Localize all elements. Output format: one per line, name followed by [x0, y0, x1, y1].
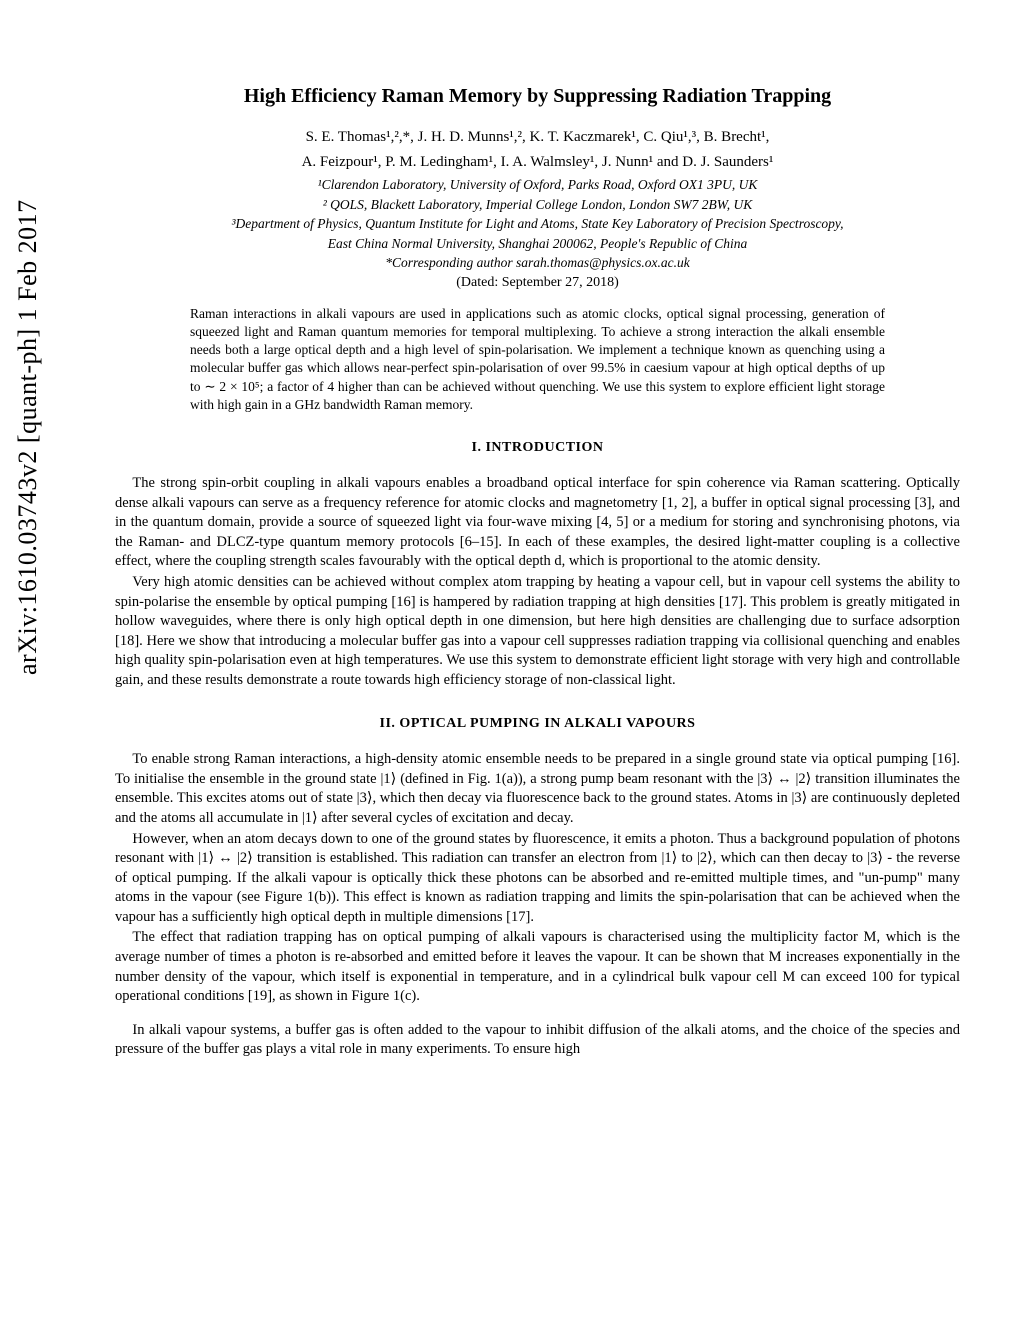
affiliation-3a: ³Department of Physics, Quantum Institut…	[115, 214, 960, 234]
paper-date: (Dated: September 27, 2018)	[115, 275, 960, 291]
section2-paragraph-2: However, when an atom decays down to one…	[115, 830, 960, 928]
authors-line-1: S. E. Thomas¹,²,*, J. H. D. Munns¹,², K.…	[115, 126, 960, 149]
section2-paragraph-1: To enable strong Raman interactions, a h…	[115, 750, 960, 828]
intro-paragraph-2: Very high atomic densities can be achiev…	[115, 573, 960, 690]
affiliation-3b: East China Normal University, Shanghai 2…	[115, 234, 960, 254]
corresponding-author: *Corresponding author sarah.thomas@physi…	[115, 253, 960, 273]
intro-paragraph-1: The strong spin-orbit coupling in alkali…	[115, 474, 960, 572]
section-1-heading: I. INTRODUCTION	[115, 440, 960, 456]
authors-line-2: A. Feizpour¹, P. M. Ledingham¹, I. A. Wa…	[115, 151, 960, 174]
affiliation-1: ¹Clarendon Laboratory, University of Oxf…	[115, 175, 960, 195]
abstract-text: Raman interactions in alkali vapours are…	[190, 305, 885, 414]
paper-title: High Efficiency Raman Memory by Suppress…	[115, 85, 960, 108]
section-2-heading: II. OPTICAL PUMPING IN ALKALI VAPOURS	[115, 716, 960, 732]
paper-content: High Efficiency Raman Memory by Suppress…	[115, 0, 960, 1060]
section2-paragraph-3: The effect that radiation trapping has o…	[115, 928, 960, 1006]
affiliation-2: ² QOLS, Blackett Laboratory, Imperial Co…	[115, 195, 960, 215]
arxiv-identifier: arXiv:1610.03743v2 [quant-ph] 1 Feb 2017	[13, 199, 43, 675]
section2-paragraph-4: In alkali vapour systems, a buffer gas i…	[115, 1021, 960, 1060]
